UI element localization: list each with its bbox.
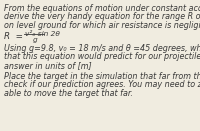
Text: check if our prediction agrees. You may need to zoom out to be: check if our prediction agrees. You may … xyxy=(4,80,200,89)
Text: R  =: R = xyxy=(4,32,26,41)
Text: v²₀ sin 2θ: v²₀ sin 2θ xyxy=(25,31,60,37)
Text: g: g xyxy=(32,37,37,43)
Text: Place the target in the simulation that far from the cannon and: Place the target in the simulation that … xyxy=(4,72,200,81)
Text: on level ground for which air resistance is negligible: on level ground for which air resistance… xyxy=(4,21,200,30)
Text: answer in units of [m]: answer in units of [m] xyxy=(4,61,92,70)
Text: able to move the target that far.: able to move the target that far. xyxy=(4,89,133,98)
Text: From the equations of motion under constant acceleration one can: From the equations of motion under const… xyxy=(4,4,200,13)
Text: that this equation would predict for our projectile? Give your: that this equation would predict for our… xyxy=(4,53,200,61)
Text: Using g=9.8, v₀ = 18 m/s and θ =45 degrees, what is the range: Using g=9.8, v₀ = 18 m/s and θ =45 degre… xyxy=(4,44,200,53)
Text: derive the very handy equation for the range R of a projectile: derive the very handy equation for the r… xyxy=(4,12,200,21)
